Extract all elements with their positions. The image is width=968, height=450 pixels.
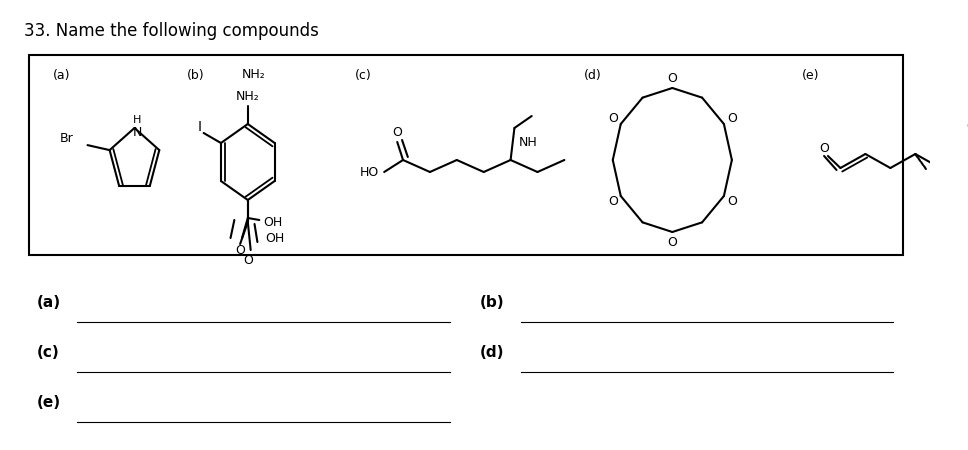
Text: O: O xyxy=(243,253,253,266)
Text: (c): (c) xyxy=(355,68,372,81)
Text: H: H xyxy=(134,115,141,125)
Text: NH: NH xyxy=(518,135,537,148)
Text: 33. Name the following compounds: 33. Name the following compounds xyxy=(24,22,318,40)
Text: (a): (a) xyxy=(53,68,71,81)
Text: NH₂: NH₂ xyxy=(242,68,266,81)
Text: (b): (b) xyxy=(187,68,205,81)
Text: (e): (e) xyxy=(802,68,820,81)
Text: I: I xyxy=(197,120,201,134)
Text: O: O xyxy=(727,112,737,125)
Text: O: O xyxy=(392,126,402,139)
Text: O: O xyxy=(608,112,618,125)
Text: O: O xyxy=(819,141,829,154)
Text: O: O xyxy=(727,195,737,208)
Text: O: O xyxy=(966,120,968,132)
Text: Br: Br xyxy=(59,131,74,144)
Text: OH: OH xyxy=(265,231,285,244)
Bar xyxy=(29,55,903,255)
Text: O: O xyxy=(608,195,618,208)
Text: (d): (d) xyxy=(584,68,602,81)
Text: N: N xyxy=(133,126,142,139)
Text: (d): (d) xyxy=(480,345,504,360)
Text: O: O xyxy=(667,72,678,85)
Text: HO: HO xyxy=(360,166,379,179)
Text: OH: OH xyxy=(263,216,283,229)
Text: (e): (e) xyxy=(37,395,61,410)
Text: NH₂: NH₂ xyxy=(236,90,259,103)
Text: O: O xyxy=(235,243,245,256)
Text: (a): (a) xyxy=(37,295,61,310)
Text: (c): (c) xyxy=(37,345,59,360)
Text: (b): (b) xyxy=(480,295,505,310)
Text: O: O xyxy=(667,235,678,248)
